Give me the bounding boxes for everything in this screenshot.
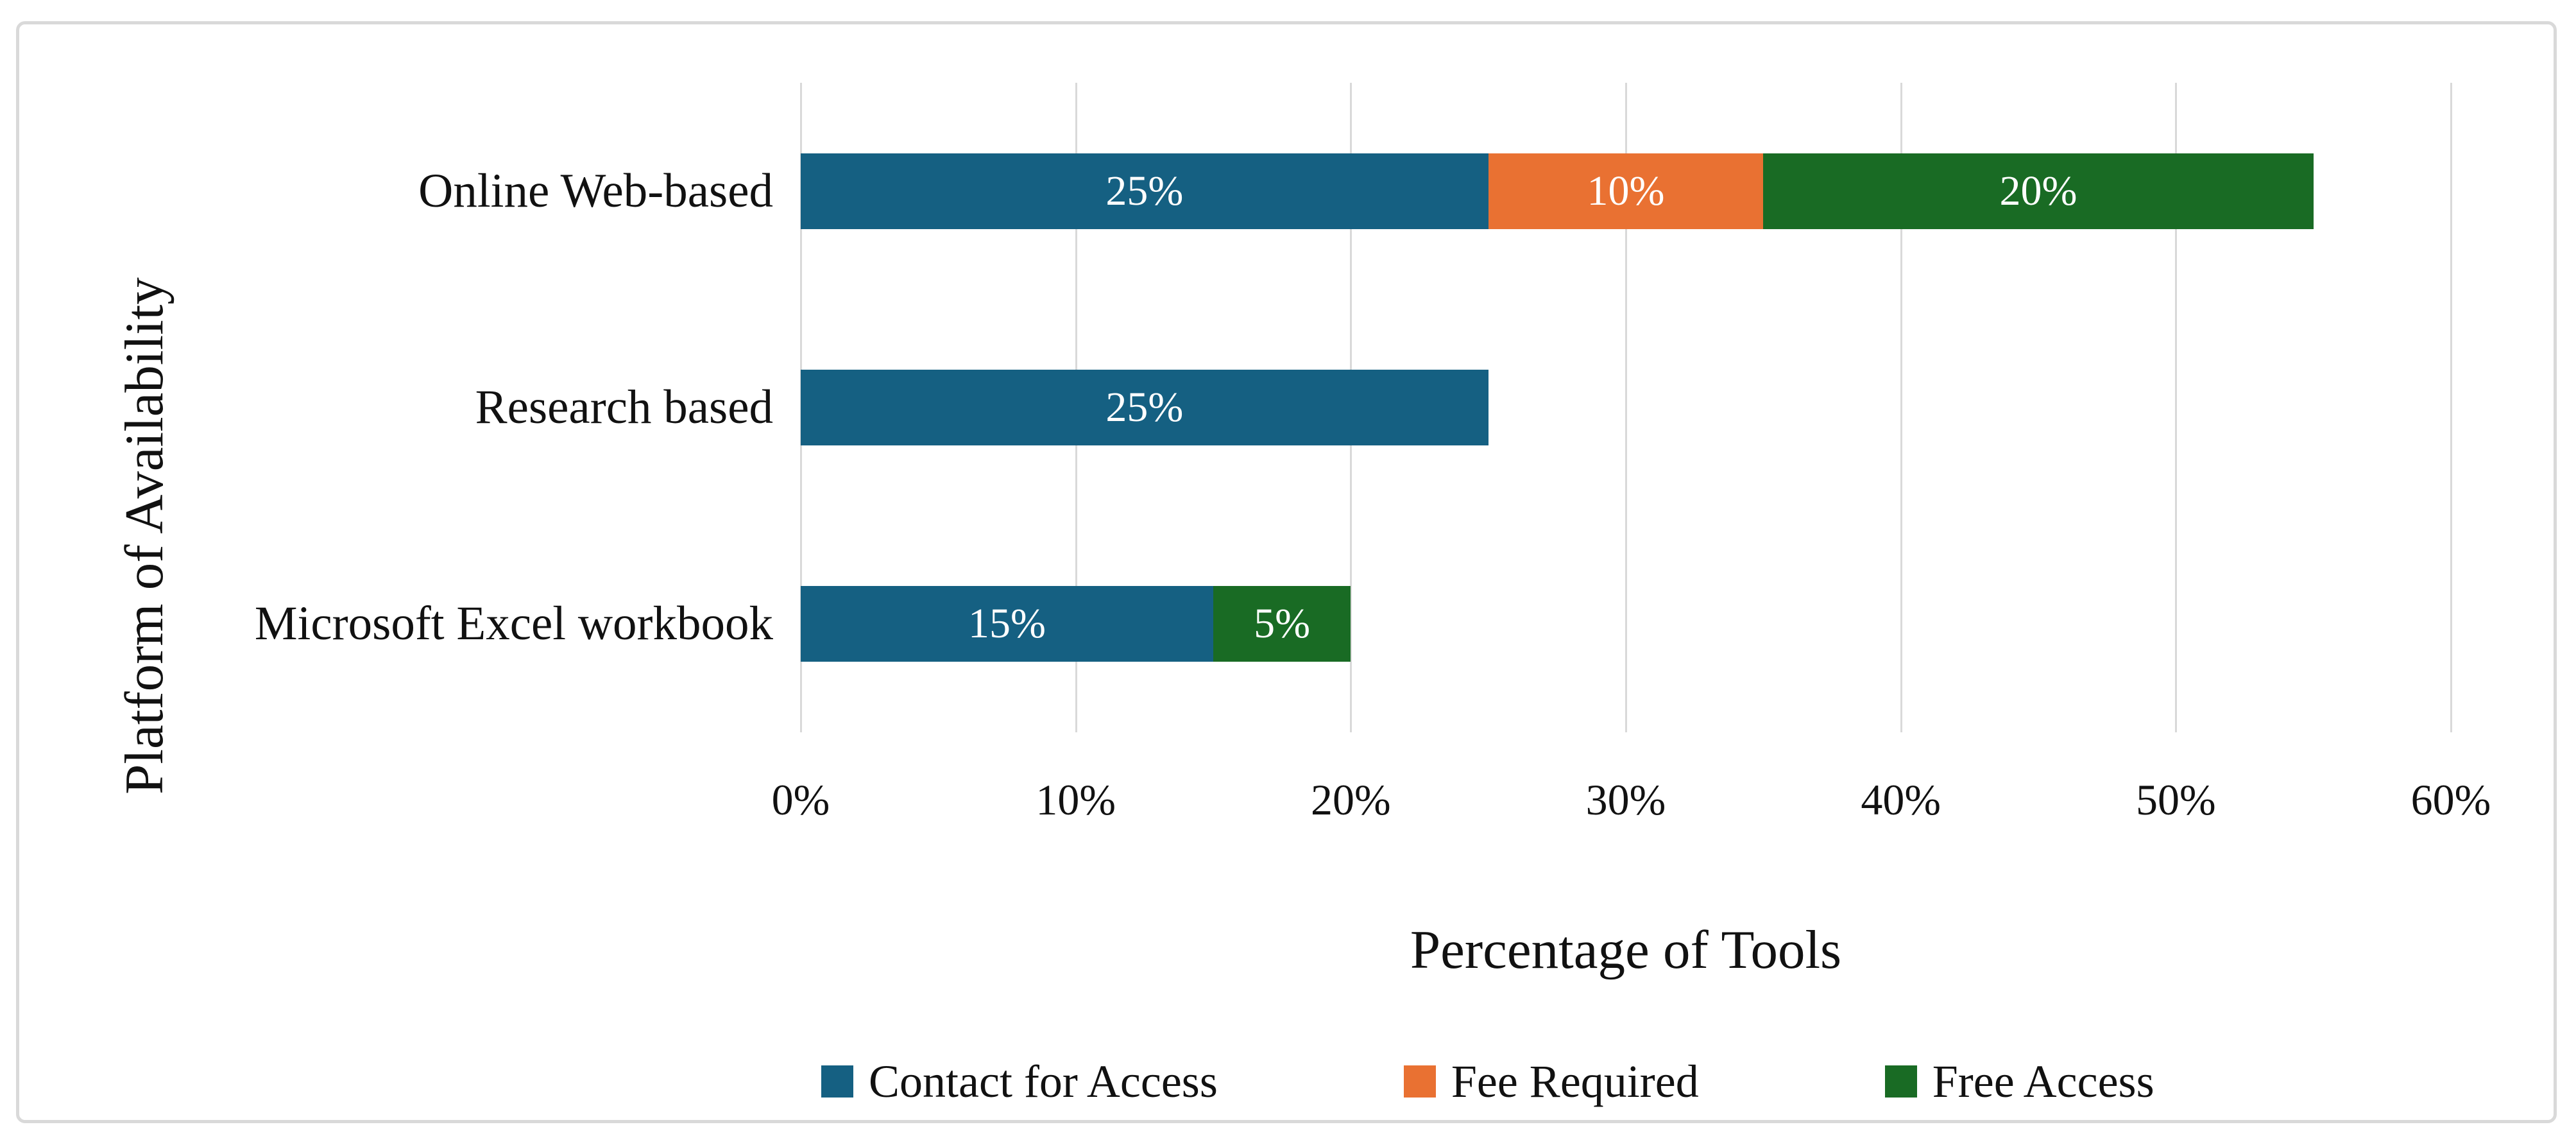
gridline-30%: [1625, 83, 1627, 732]
x-tick-label-30%: 30%: [1585, 775, 1666, 824]
y-axis-title: Platform of Availability: [114, 277, 175, 795]
bar-value-label: 25%: [1105, 167, 1184, 214]
legend-item-0: Contact for Access: [821, 1058, 1218, 1105]
bar-value-label: 25%: [1105, 384, 1184, 431]
gridline-50%: [2175, 83, 2178, 732]
bar-segment-0-1: 10%: [1488, 153, 1764, 229]
gridline-60%: [2450, 83, 2452, 732]
legend-label: Contact for Access: [869, 1056, 1218, 1107]
x-tick-label-20%: 20%: [1311, 775, 1391, 824]
x-tick-label-60%: 60%: [2410, 775, 2491, 824]
bar-value-label: 20%: [1999, 167, 2077, 214]
legend-label: Fee Required: [1451, 1056, 1699, 1107]
x-tick-label-10%: 10%: [1036, 775, 1116, 824]
bar-value-label: 10%: [1587, 167, 1665, 214]
legend-swatch-icon: [821, 1065, 853, 1098]
gridline-40%: [1900, 83, 1902, 732]
x-tick-label-50%: 50%: [2136, 775, 2216, 824]
legend-swatch-icon: [1884, 1065, 1917, 1098]
bar-segment-2-0: 15%: [801, 586, 1213, 662]
legend-item-2: Free Access: [1884, 1056, 2154, 1107]
category-label-0: Online Web-based: [418, 164, 773, 218]
bar-segment-0-0: 25%: [801, 153, 1488, 229]
category-label-1: Research based: [475, 381, 773, 434]
x-axis-title: Percentage of Tools: [1410, 920, 1842, 980]
category-label-2: Microsoft Excel workbook: [254, 597, 773, 651]
bar-value-label: 5%: [1254, 600, 1311, 648]
x-tick-label-0%: 0%: [771, 775, 830, 824]
bar-value-label: 15%: [968, 600, 1046, 648]
bar-segment-0-2: 20%: [1763, 153, 2314, 229]
legend: Contact for Access Fee Required Free Acces…: [821, 1046, 2154, 1117]
legend-item-1: Fee Required: [1403, 1056, 1699, 1107]
legend-label: Free Access: [1932, 1056, 2154, 1107]
x-tick-label-40%: 40%: [1861, 775, 1941, 824]
legend-swatch-icon: [1403, 1065, 1436, 1098]
bar-segment-1-0: 25%: [801, 370, 1488, 445]
plot-area: 25% 10% 20% 25% 15% 5%: [800, 83, 2452, 732]
bar-segment-2-2: 5%: [1213, 586, 1351, 662]
